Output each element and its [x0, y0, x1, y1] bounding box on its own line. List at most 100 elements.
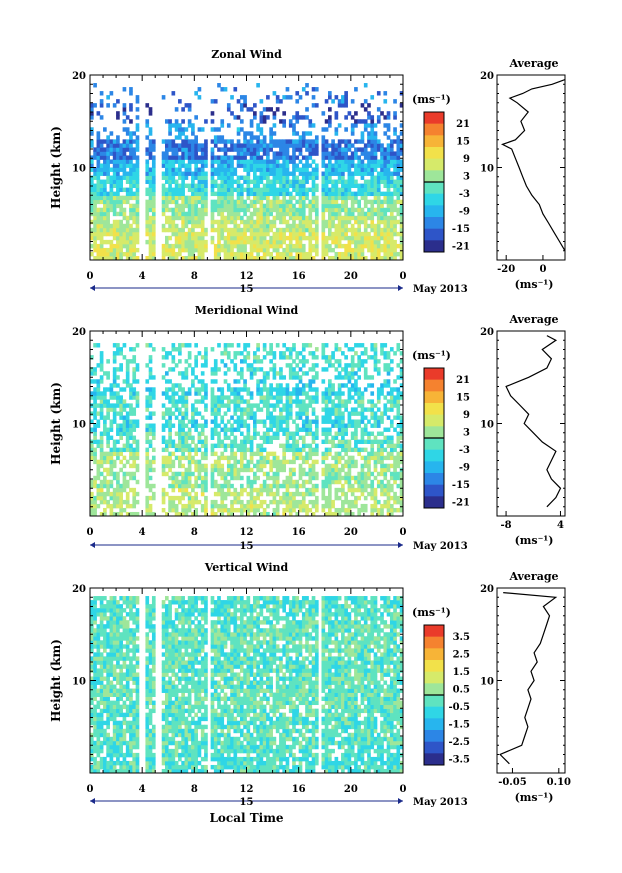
heatmap-cell	[380, 343, 384, 348]
heatmap-cell	[347, 211, 352, 217]
heatmap-cell	[223, 167, 228, 172]
heatmap-cell	[324, 155, 329, 160]
heatmap-cell	[288, 351, 293, 356]
heatmap-cell	[272, 215, 277, 221]
heatmap-cell	[187, 499, 192, 505]
heatmap-cell	[230, 499, 234, 505]
heatmap-cell	[363, 195, 368, 201]
heatmap-cell	[213, 395, 218, 400]
heatmap-cell	[99, 219, 104, 225]
heatmap-cell	[96, 439, 101, 445]
heatmap-cell	[125, 127, 130, 132]
heatmap-cell	[249, 491, 254, 497]
heatmap-cell	[347, 171, 352, 176]
heatmap-cell	[191, 175, 195, 180]
heatmap-cell	[347, 447, 352, 453]
heatmap-cell	[233, 219, 238, 225]
heatmap-cell	[259, 239, 264, 245]
heatmap-cell	[331, 435, 335, 440]
heatmap-cell	[116, 251, 120, 257]
heatmap-cell	[253, 495, 257, 501]
heatmap-cell	[145, 503, 150, 509]
heatmap-cell	[226, 235, 231, 241]
heatmap-cell	[197, 159, 202, 164]
heatmap-cell	[301, 187, 306, 193]
heatmap-cell	[282, 251, 287, 257]
heatmap-cell	[168, 483, 172, 489]
heatmap-cell	[119, 187, 123, 193]
heatmap-cell	[103, 495, 107, 501]
heatmap-cell	[376, 231, 381, 237]
heatmap-cell	[376, 203, 381, 209]
heatmap-cell	[223, 491, 228, 497]
heatmap-cell	[259, 231, 264, 237]
heatmap-cell	[298, 251, 303, 257]
heatmap-cell	[282, 207, 287, 213]
heatmap-cell	[178, 511, 182, 517]
heatmap-cell	[194, 443, 198, 449]
heatmap-cell	[223, 223, 228, 229]
heatmap-cell	[285, 459, 290, 465]
heatmap-cell	[279, 427, 283, 432]
heatmap-cell	[151, 459, 156, 465]
heatmap-cell	[213, 407, 218, 412]
heatmap-cell	[213, 359, 218, 364]
heatmap-cell	[96, 403, 101, 408]
heatmap-cell	[151, 483, 156, 489]
heatmap-cell	[370, 439, 375, 445]
heatmap-cell	[324, 167, 329, 172]
heatmap-cell	[194, 467, 198, 473]
heatmap-cell	[344, 127, 348, 132]
heatmap-cell	[197, 399, 202, 404]
heatmap-cell	[350, 231, 355, 237]
heatmap-cell	[217, 235, 221, 241]
heatmap-cell	[279, 163, 283, 168]
heatmap-cell	[272, 491, 277, 497]
heatmap-cell	[269, 391, 273, 396]
heatmap-cell	[314, 251, 319, 257]
heatmap-cell	[341, 467, 345, 473]
heatmap-cell	[275, 467, 280, 473]
heatmap-cell	[239, 127, 244, 132]
heatmap-cell	[161, 159, 166, 164]
heatmap-cell	[135, 491, 140, 497]
heatmap-cell	[119, 503, 123, 509]
heatmap-cell	[148, 183, 153, 189]
heatmap-cell	[106, 199, 110, 205]
heatmap-cell	[272, 191, 277, 197]
heatmap-cell	[357, 367, 362, 372]
heatmap-cell	[393, 139, 397, 144]
heatmap-cell	[220, 163, 225, 168]
heatmap-cell	[106, 255, 110, 261]
heatmap-cell	[266, 431, 270, 436]
heatmap-cell	[191, 215, 195, 221]
heatmap-cell	[148, 371, 153, 376]
heatmap-cell	[171, 159, 176, 164]
heatmap-cell	[311, 471, 316, 477]
heatmap-cell	[239, 247, 244, 253]
heatmap-cell	[99, 455, 104, 461]
heatmap-cell	[109, 139, 114, 144]
heatmap-cell	[341, 475, 345, 481]
heatmap-cell	[328, 495, 332, 501]
heatmap-cell	[253, 231, 257, 237]
heatmap-cell	[383, 455, 388, 461]
heatmap-cell	[171, 219, 176, 225]
heatmap-cell	[272, 219, 277, 225]
heatmap-cell	[236, 343, 241, 348]
heatmap-cell	[288, 363, 293, 368]
heatmap-cell	[363, 191, 368, 197]
heatmap-cell	[236, 423, 241, 428]
heatmap-cell	[184, 163, 189, 168]
heatmap-cell	[344, 403, 348, 408]
heatmap-cell	[168, 387, 172, 392]
heatmap-cell	[314, 247, 319, 253]
heatmap-cell	[383, 115, 388, 120]
heatmap-cell	[259, 207, 264, 213]
heatmap-cell	[354, 447, 358, 453]
heatmap-cell	[220, 247, 225, 253]
heatmap-cell	[178, 143, 182, 148]
heatmap-cell	[226, 387, 231, 392]
heatmap-cell	[354, 215, 358, 221]
heatmap-cell	[103, 207, 107, 213]
